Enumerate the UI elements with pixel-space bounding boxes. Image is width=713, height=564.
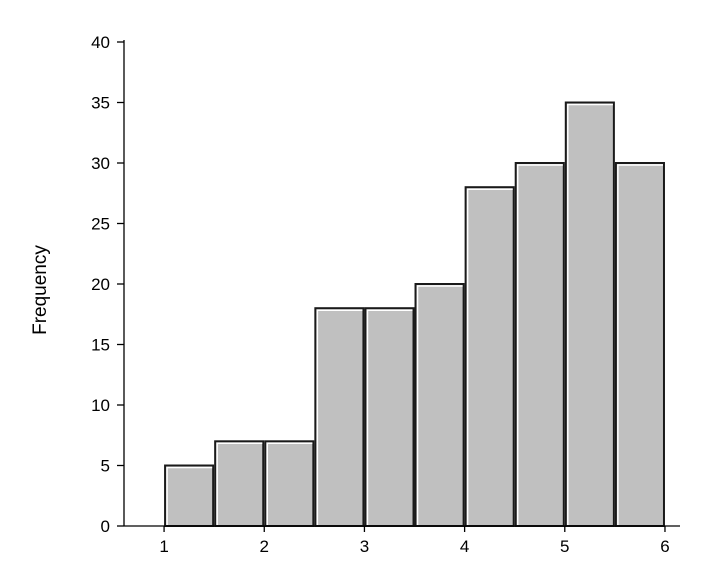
histogram-bar-body: [514, 162, 565, 527]
y-tick-label: 35: [91, 94, 110, 113]
histogram-bar-highlight: [416, 285, 463, 525]
axes-layer: [117, 40, 680, 532]
histogram-bar-body: [564, 101, 615, 527]
histogram-bar: [614, 162, 665, 527]
histogram-bar-highlight: [516, 164, 563, 525]
histogram-bar: [564, 101, 615, 527]
x-tick-label: 3: [360, 537, 369, 556]
histogram-bar: [414, 283, 465, 527]
histogram-bar-body: [414, 283, 465, 527]
y-tick-label: 15: [91, 336, 110, 355]
histogram-bar-highlight: [316, 309, 363, 525]
histogram-bar: [364, 307, 415, 528]
bars-layer: [164, 101, 665, 528]
histogram-bar-body: [264, 440, 315, 527]
histogram-bar-highlight: [466, 188, 513, 525]
y-tick-label: 30: [91, 154, 110, 173]
y-axis-title: Frequency: [30, 245, 51, 335]
histogram-bar: [314, 307, 365, 528]
histogram-bar-body: [464, 186, 515, 527]
y-tick-label: 0: [101, 517, 110, 536]
histogram-bar-highlight: [617, 164, 663, 525]
y-tick-label: 20: [91, 275, 110, 294]
y-tick-label: 40: [91, 33, 110, 52]
y-tick-label: 10: [91, 396, 110, 415]
y-tick-label: 5: [101, 457, 110, 476]
histogram-bar-body: [614, 162, 665, 527]
x-tick-label: 1: [159, 537, 168, 556]
labels-layer: 0 5 10 15 20 25 30 35 40 1 2 3 4 5 6: [91, 33, 670, 556]
histogram-bar: [164, 464, 215, 527]
x-tick-label: 2: [260, 537, 269, 556]
histogram-bar-body: [364, 307, 415, 528]
x-tick-label: 4: [460, 537, 469, 556]
histogram-bar-highlight: [166, 466, 213, 525]
histogram-bar: [464, 186, 515, 527]
histogram-bar-body: [314, 307, 365, 528]
x-tick-label: 6: [660, 537, 669, 556]
histogram-bar: [264, 440, 315, 527]
x-tick-label: 5: [560, 537, 569, 556]
histogram-bar: [514, 162, 565, 527]
histogram-bar-highlight: [216, 442, 263, 525]
histogram-bar-body: [164, 464, 215, 527]
histogram-bar: [214, 440, 265, 527]
histogram-bar-highlight: [567, 103, 613, 525]
y-tick-label: 25: [91, 215, 110, 234]
histogram-bar-body: [214, 440, 265, 527]
histogram-bar-highlight: [366, 309, 413, 525]
histogram-bar-highlight: [266, 442, 313, 525]
